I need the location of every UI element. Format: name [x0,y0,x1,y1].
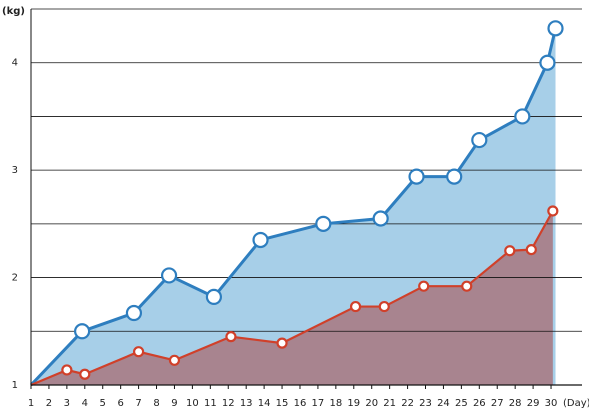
y-tick-label: 4 [12,58,18,69]
x-tick-label: 27 [491,398,504,409]
x-tick-label: 23 [419,398,432,409]
y-axis-label: (kg) [2,6,25,17]
series-line [30,210,554,387]
point-marker [61,364,73,376]
point-marker [79,368,91,380]
x-tick-label: 28 [509,398,522,409]
x-tick-label: 15 [276,398,289,409]
point-marker [547,205,559,217]
y-tick-label: 3 [12,165,18,176]
point-marker [446,168,463,185]
point-marker [132,346,145,358]
point-marker [461,280,473,292]
point-marker [372,210,389,227]
y-tick-label: 1 [12,380,18,391]
point-marker [418,280,430,292]
point-marker [525,244,537,256]
x-tick-label: 13 [240,398,253,409]
x-tick-label: 18 [329,398,342,409]
x-tick-label: 12 [222,398,235,409]
point-marker [252,231,269,249]
x-tick-label: 24 [437,398,450,409]
point-marker [378,300,390,313]
x-tick-label: 5 [100,398,106,409]
point-marker [504,245,516,257]
area-fill [31,210,553,385]
point-marker [547,20,564,37]
x-tick-label: 26 [473,398,486,409]
x-tick-label: 9 [171,398,177,409]
point-marker [276,337,288,349]
y-tick-label: 2 [12,273,18,284]
x-tick-label: 10 [186,398,199,409]
x-tick-label: 1 [28,398,34,409]
x-tick-label: 25 [455,398,468,409]
point-marker [125,304,143,322]
series-line [29,27,557,387]
point-marker [225,331,237,343]
x-tick-label: 2 [46,398,52,409]
point-marker [160,267,178,284]
x-tick-label: 29 [527,398,540,409]
point-marker [471,131,488,149]
point-marker [168,354,181,366]
x-tick-label: 14 [258,398,271,409]
x-tick-label: 30 [545,398,558,409]
x-axis-label: (Day) [563,398,589,409]
x-tick-label: 11 [204,398,217,409]
x-tick-label: 4 [82,398,88,409]
x-tick-label: 16 [294,398,307,409]
x-tick-label: 22 [401,398,414,409]
x-tick-label: 6 [117,398,123,409]
point-marker [349,300,362,313]
x-tick-label: 21 [383,398,396,409]
point-marker [315,215,332,232]
x-tick-label: 20 [365,398,378,409]
x-tick-label: 17 [312,398,325,409]
point-marker [539,54,556,71]
point-marker [205,288,223,306]
x-tick-label: 3 [64,398,70,409]
x-tick-label: 19 [347,398,360,409]
point-marker [74,323,91,340]
x-tick-label: 8 [153,398,159,409]
point-marker [514,108,531,125]
x-tick-label: 7 [135,398,141,409]
point-marker [408,168,425,185]
